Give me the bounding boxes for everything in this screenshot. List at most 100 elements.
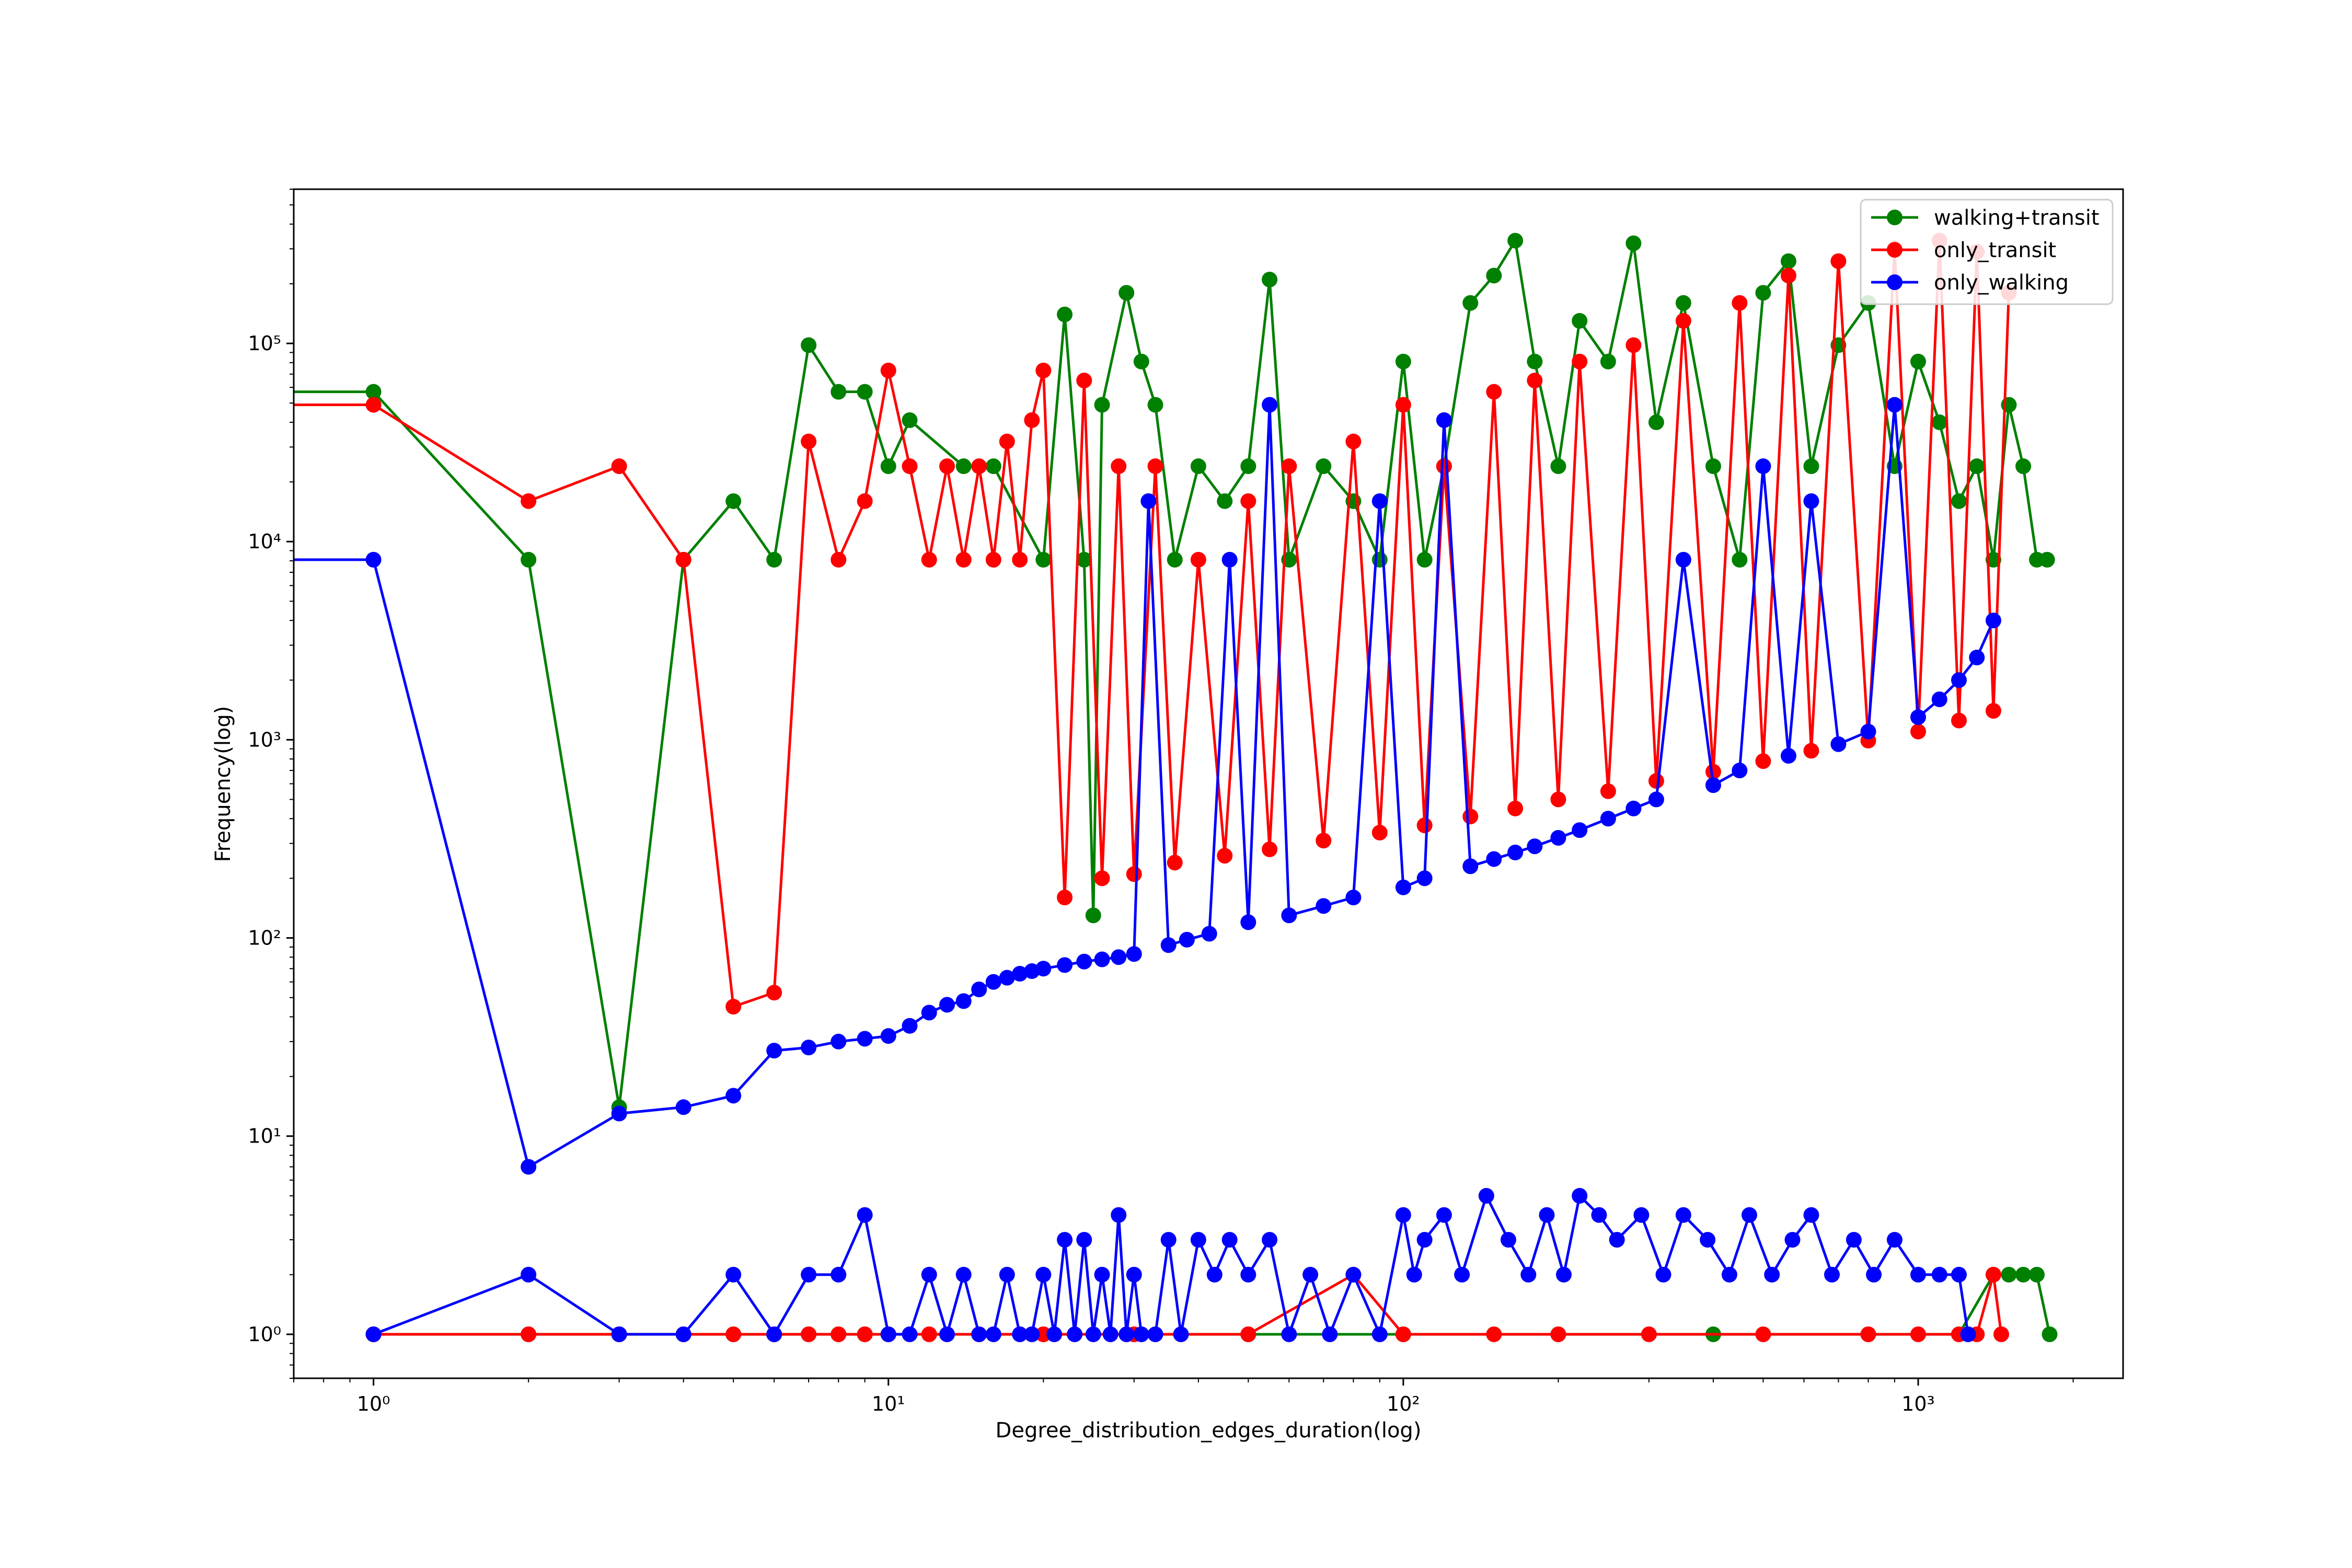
data-point-walking-transit — [1190, 458, 1206, 475]
data-point-only-walking — [831, 1266, 847, 1283]
data-point-only-transit — [1371, 825, 1388, 841]
data-point-only-walking — [1527, 838, 1543, 855]
data-point-only-walking — [1371, 1326, 1388, 1342]
axis-layer: 10⁰ 10¹ 10² 10³ 10⁰ 10¹ 10² 10³ 10⁴ 10⁵ — [248, 189, 2074, 1415]
data-point-only-walking — [1046, 1326, 1063, 1342]
data-point-only-walking — [1655, 1266, 1671, 1283]
data-point-only-walking — [971, 1326, 987, 1342]
data-point-only-walking — [1085, 1326, 1101, 1342]
data-point-only-walking — [1147, 1326, 1163, 1342]
x-axis-label: Degree_distribution_edges_duration(log) — [996, 1419, 1422, 1443]
x-tick-label: 10³ — [1901, 1392, 1935, 1415]
data-point-walking-transit — [766, 551, 782, 568]
data-point-only-walking — [1240, 914, 1256, 930]
data-point-only-transit — [1316, 833, 1332, 849]
data-point-only-walking — [999, 1266, 1015, 1283]
data-point-only-walking — [725, 1266, 742, 1283]
data-point-only-walking — [1102, 1326, 1119, 1342]
data-point-only-walking — [1119, 1326, 1135, 1342]
data-point-only-walking — [857, 1031, 873, 1047]
series-only-walking — [365, 1187, 1976, 1342]
data-point-only-walking — [1600, 811, 1616, 827]
x-tick-label: 10² — [1387, 1392, 1420, 1415]
data-point-only-transit — [801, 1326, 817, 1342]
data-point-only-walking — [1160, 937, 1177, 953]
y-tick-label: 10⁰ — [248, 1323, 281, 1346]
data-point-only-walking — [1035, 1266, 1052, 1283]
data-point-walking-transit — [725, 493, 742, 509]
data-point-walking-transit — [1969, 458, 1985, 475]
data-point-walking-transit — [880, 458, 896, 475]
data-point-walking-transit — [2001, 1266, 2017, 1283]
data-point-only-walking — [1539, 1207, 1555, 1223]
legend-label-only-transit: only_transit — [1934, 238, 2056, 262]
data-point-only-transit — [939, 458, 955, 475]
data-point-walking-transit — [1462, 295, 1479, 311]
data-point-only-transit — [921, 551, 937, 568]
data-point-only-walking — [1732, 763, 1748, 779]
data-point-walking-transit — [801, 337, 817, 353]
data-point-only-walking — [1507, 844, 1524, 860]
data-point-only-walking — [1784, 1231, 1801, 1248]
data-point-only-walking — [1910, 1266, 1926, 1283]
data-point-walking-transit — [365, 384, 382, 400]
data-point-only-transit — [902, 458, 918, 475]
data-point-only-walking — [1625, 800, 1642, 816]
data-point-only-walking — [1675, 1207, 1691, 1223]
data-point-only-transit — [1217, 848, 1233, 864]
data-point-only-transit — [880, 362, 896, 378]
data-point-only-walking — [1609, 1231, 1625, 1248]
data-point-only-transit — [1345, 433, 1362, 449]
data-point-only-walking — [1012, 965, 1028, 982]
data-point-only-walking — [1281, 1326, 1297, 1342]
data-point-walking-transit — [1755, 285, 1771, 301]
data-point-walking-transit — [1803, 458, 1819, 475]
series-layer — [294, 233, 2058, 1342]
data-point-only-walking — [1190, 1231, 1206, 1248]
data-point-only-transit — [1094, 870, 1110, 886]
data-point-only-walking — [1302, 1266, 1319, 1283]
data-point-only-transit — [1641, 1326, 1657, 1342]
data-point-only-transit — [985, 551, 1001, 568]
data-point-only-walking — [985, 974, 1001, 990]
data-point-only-transit — [1675, 313, 1691, 329]
data-point-only-walking — [1416, 870, 1433, 886]
data-point-only-walking — [1395, 879, 1411, 895]
data-point-only-walking — [1173, 1326, 1189, 1342]
data-point-only-transit — [1395, 397, 1411, 413]
data-point-walking-transit — [1732, 551, 1748, 568]
data-point-only-walking — [999, 970, 1015, 986]
data-point-walking-transit — [1057, 306, 1073, 322]
data-point-walking-transit — [1035, 551, 1052, 568]
data-point-only-walking — [1240, 1266, 1256, 1283]
data-point-only-transit — [921, 1326, 937, 1342]
data-point-only-walking — [675, 1326, 691, 1342]
data-point-walking-transit — [1572, 313, 1588, 329]
data-point-only-walking — [1886, 1231, 1903, 1248]
x-tick-label: 10¹ — [872, 1392, 905, 1415]
data-point-only-walking — [985, 1326, 1001, 1342]
legend-label-walking-transit: walking+transit — [1934, 206, 2100, 230]
data-point-only-transit — [1167, 855, 1183, 871]
data-point-only-transit — [1993, 1326, 2009, 1342]
data-point-walking-transit — [1133, 353, 1149, 370]
data-point-walking-transit — [1240, 458, 1256, 475]
data-point-only-transit — [857, 1326, 873, 1342]
data-point-only-walking — [521, 1159, 537, 1175]
data-point-walking-transit — [1527, 353, 1543, 370]
data-point-only-transit — [1462, 809, 1479, 825]
data-point-only-walking — [1262, 1231, 1278, 1248]
data-point-only-walking — [521, 1266, 537, 1283]
data-point-walking-transit — [1675, 295, 1691, 311]
data-point-only-walking — [1206, 1266, 1223, 1283]
data-point-only-walking — [1931, 691, 1947, 707]
data-point-only-walking — [1201, 926, 1217, 942]
data-point-walking-transit — [1951, 493, 1967, 509]
data-point-only-walking — [880, 1028, 896, 1044]
data-point-only-walking — [1648, 791, 1664, 808]
data-point-only-walking — [1140, 493, 1157, 509]
data-point-walking-transit — [1648, 414, 1664, 430]
data-point-walking-transit — [2042, 1326, 2058, 1342]
data-point-only-walking — [1035, 961, 1052, 977]
data-point-only-transit — [1486, 384, 1502, 400]
